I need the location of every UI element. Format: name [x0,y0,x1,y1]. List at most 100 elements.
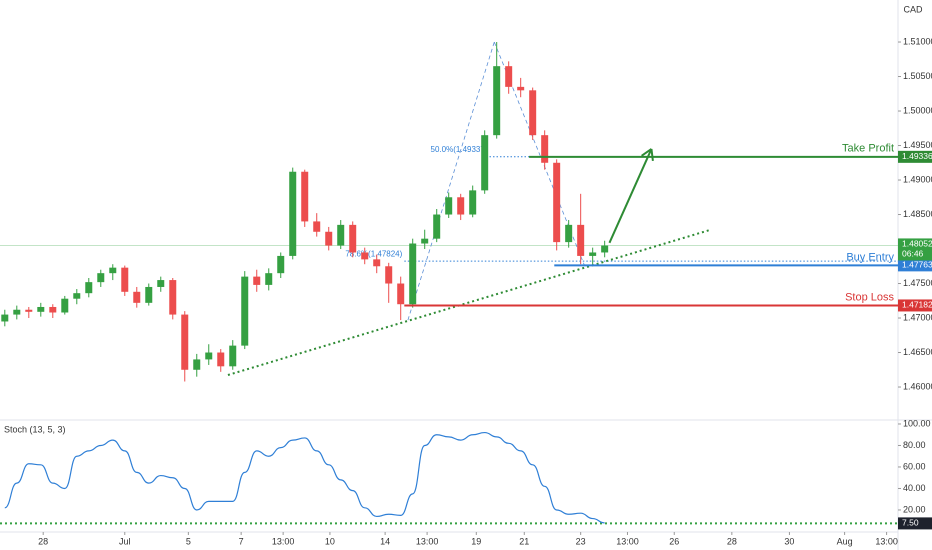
candle-body [13,309,21,315]
level-name: Stop Loss [845,291,894,303]
candle-body [157,280,165,287]
candle-body [49,306,57,313]
current-price-tag [898,238,932,261]
y-tick-label: 1.49500 [903,140,932,150]
candle-body [493,66,501,136]
arrow-head [641,148,654,162]
candle-body [445,197,453,215]
candle-body [73,293,81,299]
candle-body [121,267,129,292]
candle-body [289,171,297,256]
candle-body [373,259,381,267]
candle-body [145,286,153,303]
x-tick-label: 30 [784,536,794,546]
y-tick-label: 1.46500 [903,347,932,357]
stoch-y-tick-label: 80.00 [903,440,926,450]
x-tick-label: Jul [119,536,131,546]
x-tick-label: 13:00 [875,536,898,546]
candle-body [313,221,321,232]
candle-body [253,276,261,285]
candle-body [97,273,105,283]
fib-label: 50.0%(1.49337) [431,145,488,154]
price-tag [898,299,932,312]
level-name: Buy Entry [846,251,894,263]
stoch-level-tag [898,517,932,530]
candle-body [409,243,417,305]
candle-body [205,352,213,360]
countdown-label: 06:46 [902,249,924,259]
stoch-y-tick-label: 20.00 [903,504,926,514]
y-tick-label: 1.47500 [903,278,932,288]
candle-body [181,314,189,370]
candle-body [301,171,309,222]
candle-body [589,252,597,256]
candle-body [397,283,405,305]
stoch-y-tick-label: 100.00 [903,418,931,428]
candle-body [601,245,609,253]
x-tick-label: 7 [239,536,244,546]
price-tag [898,150,932,163]
price-tag-label: 1.47182 [902,300,932,310]
x-tick-label: 26 [669,536,679,546]
arrow [608,148,653,244]
x-tick-label: 19 [471,536,481,546]
candle-body [229,345,237,367]
x-tick-label: 13:00 [272,536,295,546]
candle-body [61,298,69,313]
x-tick-label: 14 [380,536,390,546]
stoch-label: Stoch (13, 5, 3) [4,424,66,434]
candle-body [457,197,465,215]
candle-body [349,224,357,253]
fib-label: 78.6%(1.47824) [345,249,402,258]
candle-body [385,266,393,284]
candle-body [277,255,285,274]
y-tick-label: 1.51000 [903,36,932,46]
candle-body [517,86,525,91]
current-price-label: 1.48052 [902,239,932,249]
y-tick-label: 1.50500 [903,71,932,81]
candle-body [481,135,489,191]
candle-body [469,190,477,215]
x-tick-label: 5 [186,536,191,546]
price-tag-label: 1.47763 [902,260,932,270]
currency-label: CAD [903,4,923,14]
candle-body [433,214,441,239]
x-tick-label: 10 [325,536,335,546]
candle-body [241,276,249,346]
price-tag-label: 1.49336 [902,151,932,161]
stoch-line [4,431,605,524]
stoch-y-tick-label: 40.00 [903,483,926,493]
candle-body [85,282,93,294]
price-tag [898,259,932,272]
candle-body [325,231,333,246]
x-tick-label: 28 [727,536,737,546]
candle-body [577,224,585,256]
level-name: Take Profit [842,143,894,155]
x-tick-label: 21 [519,536,529,546]
candle-body [133,291,141,303]
y-tick-label: 1.48500 [903,209,932,219]
candle-body [217,352,225,367]
candle-body [169,280,177,315]
candle-body [109,267,117,274]
candle-body [529,90,537,136]
candle-body [553,162,561,243]
y-tick-label: 1.46000 [903,381,932,391]
candle-body [37,306,45,312]
candle-body [361,252,369,260]
zigzag-line [493,41,585,266]
candle-body [421,238,429,244]
stoch-y-tick-label: 60.00 [903,461,926,471]
y-tick-label: 1.47000 [903,312,932,322]
candle-body [25,309,33,312]
x-tick-label: 28 [38,536,48,546]
candle-body [193,359,201,370]
x-tick-label: 13:00 [416,536,439,546]
candle-body [1,314,9,322]
candle-body [541,135,549,163]
y-tick-label: 1.49000 [903,174,932,184]
trendline [227,229,710,376]
x-tick-label: Aug [837,536,853,546]
